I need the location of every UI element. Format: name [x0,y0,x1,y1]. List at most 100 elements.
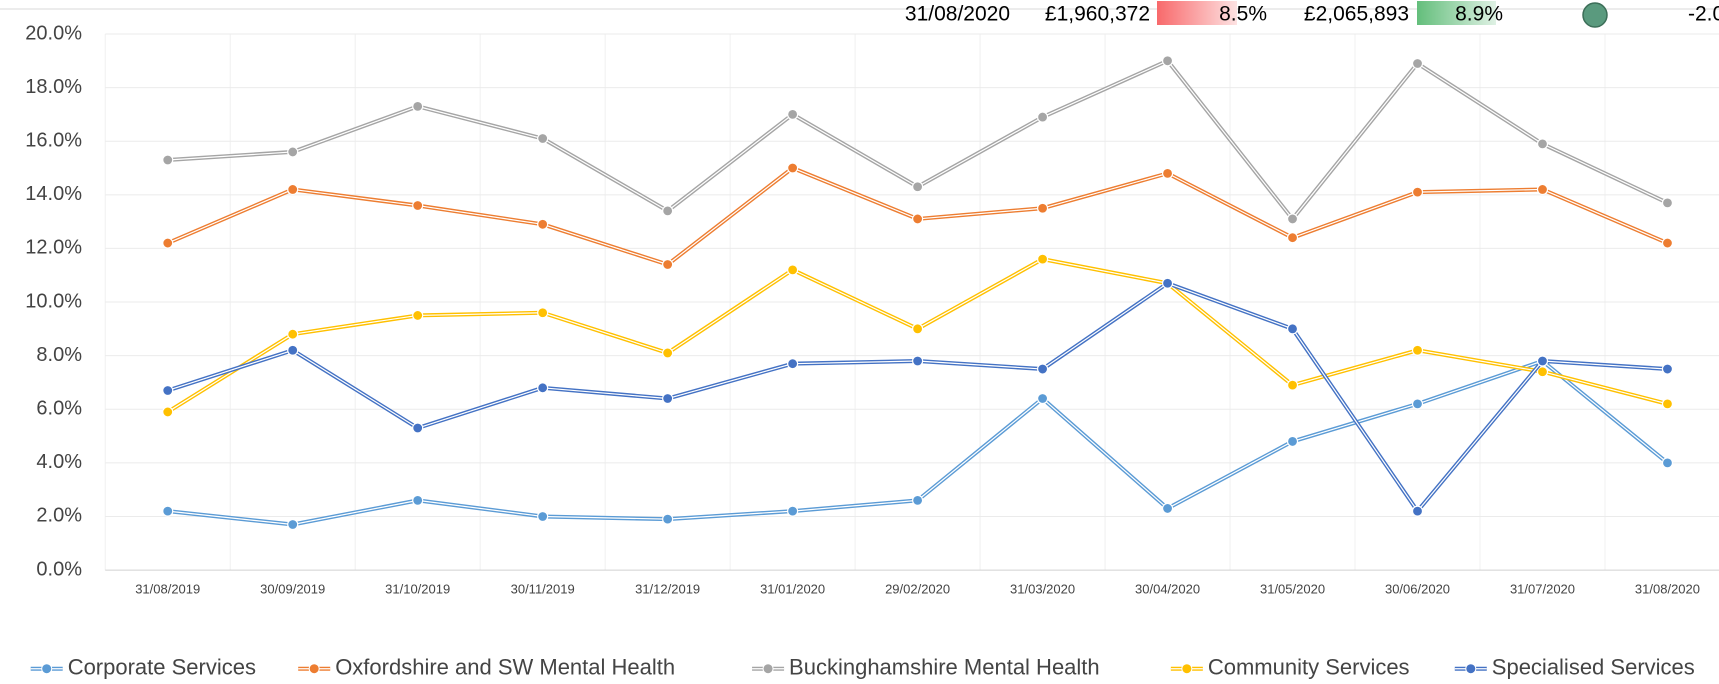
x-tick-label: 30/09/2019 [260,581,325,596]
point [537,132,549,145]
legend-marker [308,663,320,675]
x-tick-label: 31/05/2020 [1260,581,1325,596]
point [1411,398,1424,410]
point [1036,363,1049,375]
point [412,494,424,506]
point [1411,344,1424,356]
summary-amount: £2,065,893 [1304,3,1409,26]
y-tick-label: 8.0% [36,344,82,366]
point [1161,167,1174,179]
point [287,146,299,158]
point [1161,502,1174,515]
point [537,382,549,394]
point [912,181,924,193]
y-tick-label: 4.0% [36,451,82,473]
point [787,108,799,120]
legend-label: Corporate Services [68,655,256,680]
point [537,218,549,230]
x-tick-label: 30/04/2020 [1135,581,1200,596]
x-tick-label: 29/02/2020 [885,581,950,596]
legend-label: Community Services [1208,655,1410,680]
point [662,513,674,525]
point [412,422,424,434]
point [787,162,799,174]
point [1536,355,1549,367]
y-tick-label: 12.0% [25,237,82,259]
point [1161,55,1174,67]
series-line [166,257,1668,414]
point [1286,379,1299,391]
legend-label: Specialised Services [1492,655,1695,680]
x-tick-label: 31/01/2020 [760,581,825,596]
point [1661,237,1674,249]
point [787,264,799,276]
rate-bar [1417,1,1496,25]
point [162,154,174,166]
summary-amount: £1,960,372 [1045,3,1150,26]
point [537,307,549,319]
x-tick-label: 30/06/2020 [1385,581,1450,596]
summary-date: 31/08/2020 [905,3,1010,26]
point [1286,435,1299,448]
point [662,392,674,405]
point [1661,197,1674,209]
y-tick-label: 16.0% [25,129,82,151]
y-tick-label: 18.0% [25,76,82,98]
point [287,183,299,196]
point [1411,505,1424,517]
y-tick-label: 20.0% [25,22,82,44]
point [1661,398,1674,410]
point [662,347,674,359]
point [912,494,924,506]
summary-change: -2.0% [1688,3,1719,26]
legend-label: Oxfordshire and SW Mental Health [335,655,675,680]
legend-label: Buckinghamshire Mental Health [789,655,1100,680]
point [662,258,674,271]
point [912,355,924,367]
point [1536,183,1549,196]
legend-marker [1181,663,1193,675]
summary-rate: 8.9% [1455,3,1503,26]
legend-marker [1465,663,1477,675]
y-tick-label: 2.0% [36,505,82,527]
point [1411,186,1424,198]
x-tick-label: 31/08/2020 [1635,581,1700,596]
x-tick-label: 31/03/2020 [1010,581,1075,596]
point [1661,363,1674,375]
point [1536,138,1549,150]
x-tick-label: 31/10/2019 [385,581,450,596]
point [287,344,299,356]
x-tick-label: 30/11/2019 [511,581,575,596]
y-tick-label: 14.0% [25,183,82,205]
summary-rate: 8.5% [1219,3,1267,26]
rate-bar [1157,1,1237,25]
point [162,237,174,249]
point [1661,457,1674,469]
series-line-core [167,258,1668,413]
point [162,406,174,418]
point [1411,57,1424,70]
point [787,505,799,517]
point [1036,202,1049,214]
point [162,384,174,397]
point [162,505,174,517]
point [287,328,299,340]
point [287,518,299,531]
point [912,323,924,335]
x-tick-label: 31/12/2019 [635,581,700,596]
x-tick-label: 31/08/2019 [135,581,200,596]
status-dot [1582,2,1608,28]
point [1286,213,1299,225]
y-tick-label: 10.0% [25,290,82,312]
x-tick-label: 31/07/2020 [1510,581,1575,596]
legend-marker [762,663,774,675]
y-tick-label: 6.0% [36,398,82,420]
point [787,358,799,370]
y-tick-label: 0.0% [36,558,82,580]
point [1286,323,1299,335]
point [412,309,424,322]
legend-marker [41,663,53,675]
point [1536,366,1549,378]
point [912,213,924,225]
